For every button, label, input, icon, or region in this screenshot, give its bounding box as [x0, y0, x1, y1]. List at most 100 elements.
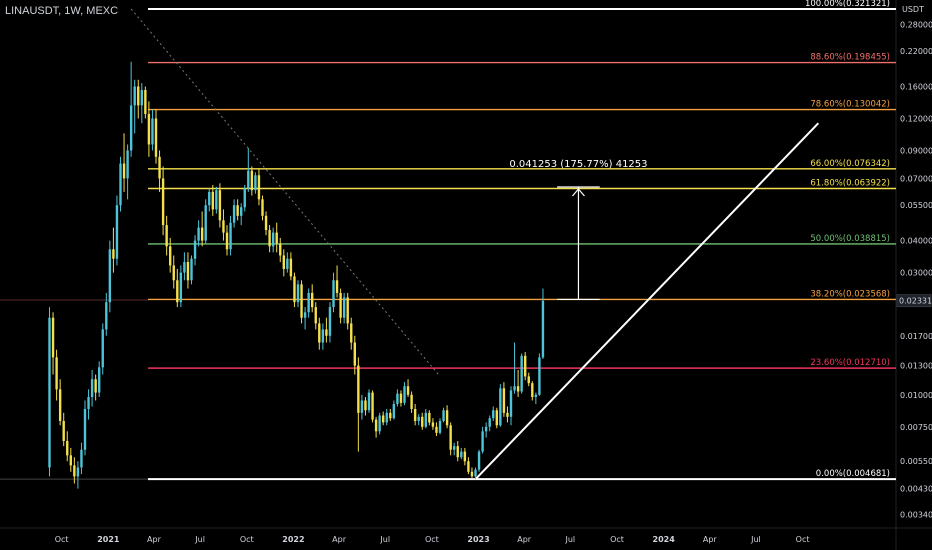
candle-body	[183, 262, 186, 273]
candle-body	[240, 207, 243, 216]
candle-body	[169, 246, 172, 266]
candle-body	[296, 284, 300, 303]
fib-level-label: 0.00%(0.004681)	[816, 469, 890, 479]
candle-body	[208, 191, 211, 206]
candle-body	[346, 297, 349, 324]
candle-body	[282, 255, 285, 269]
candle-body	[339, 292, 342, 318]
measure-label: 0.041253 (175.77%) 41253	[509, 159, 647, 170]
candle-body	[460, 451, 463, 458]
candle-body	[481, 431, 484, 452]
candle-body	[520, 355, 523, 392]
candle-body	[385, 412, 388, 423]
candle-body	[218, 190, 222, 221]
candle-body	[516, 386, 520, 392]
candle-body	[90, 379, 94, 398]
candle-body	[62, 420, 65, 441]
candle-body	[509, 390, 513, 417]
candle-body	[314, 307, 317, 324]
candle-body	[108, 249, 112, 303]
candle-body	[410, 394, 413, 409]
candle-body	[264, 215, 268, 231]
candle-body	[271, 232, 275, 247]
candle-body	[58, 389, 62, 421]
candle-body	[456, 446, 459, 458]
candle-body	[399, 393, 403, 403]
candle-body	[413, 408, 417, 421]
candle-body	[94, 379, 97, 393]
x-tick-label: Oct	[240, 535, 254, 544]
candle-body	[538, 357, 541, 395]
fib-level-label: 23.60%(0.012710)	[810, 358, 890, 368]
candle-body	[151, 118, 154, 145]
fibonacci-retracement: 100.00%(0.321321) 88.60%(0.198455) 78.60%(…	[0, 0, 896, 481]
fib-level-label: 78.60%(0.130042)	[810, 100, 890, 110]
x-tick-label: Oct	[610, 535, 624, 544]
candle-body	[325, 329, 328, 336]
candle-body	[431, 422, 435, 427]
candle-body	[353, 342, 356, 366]
candle-body	[350, 323, 353, 343]
candle-body	[176, 280, 179, 303]
candle-body	[502, 388, 506, 413]
x-axis: Oct 2021 Apr Jul Oct 2022 Apr Jul Oct 2023 Apr Jul O…	[55, 535, 810, 544]
candle-body	[332, 280, 335, 308]
candle-body	[389, 412, 392, 419]
fib-level-label: 38.20%(0.023568)	[810, 289, 890, 299]
x-tick-label: Jul	[565, 535, 576, 544]
candle-body	[161, 178, 165, 226]
candle-body	[467, 461, 470, 472]
candle-body	[179, 272, 183, 303]
candle-body	[80, 449, 83, 468]
diagonal-lines	[130, 8, 820, 480]
candle-body	[229, 222, 232, 250]
current-price-value: 0.023312	[899, 297, 932, 306]
x-tick-label: 2024	[653, 535, 676, 544]
candle-body	[268, 230, 271, 247]
candle-body	[122, 163, 126, 179]
candle-body	[137, 86, 140, 106]
candle-body	[222, 220, 225, 233]
candle-body	[531, 383, 534, 398]
x-tick-label: 2022	[282, 535, 304, 544]
candle-body	[154, 118, 158, 157]
measure-arrow-head	[571, 188, 585, 197]
candle-body	[172, 265, 175, 281]
candle-body	[382, 415, 385, 423]
x-tick-label: Oct	[425, 535, 439, 544]
candle-body	[126, 150, 129, 179]
candle-body	[406, 386, 410, 395]
candle-body	[438, 420, 442, 433]
candle-body	[424, 412, 427, 427]
x-tick-label: Apr	[517, 535, 532, 544]
candle-body	[449, 425, 452, 450]
fib-level-label: 66.00%(0.076342)	[810, 159, 890, 169]
candle-body	[396, 393, 399, 405]
candle-body	[328, 307, 332, 336]
candle-body	[225, 232, 229, 250]
candle-body	[342, 297, 346, 318]
fib-level-label: 88.60%(0.198455)	[810, 53, 890, 63]
candle-body	[453, 446, 456, 450]
x-tick-label: Jul	[194, 535, 205, 544]
candle-body	[193, 240, 197, 259]
candle-body	[119, 163, 122, 206]
candle-body	[474, 469, 477, 477]
candle-body	[69, 455, 72, 466]
candle-body	[392, 404, 396, 419]
candle-body	[311, 292, 314, 308]
candle-body	[275, 232, 278, 244]
candle-body	[158, 156, 161, 179]
candle-body	[534, 394, 538, 398]
candle-body	[442, 410, 445, 421]
